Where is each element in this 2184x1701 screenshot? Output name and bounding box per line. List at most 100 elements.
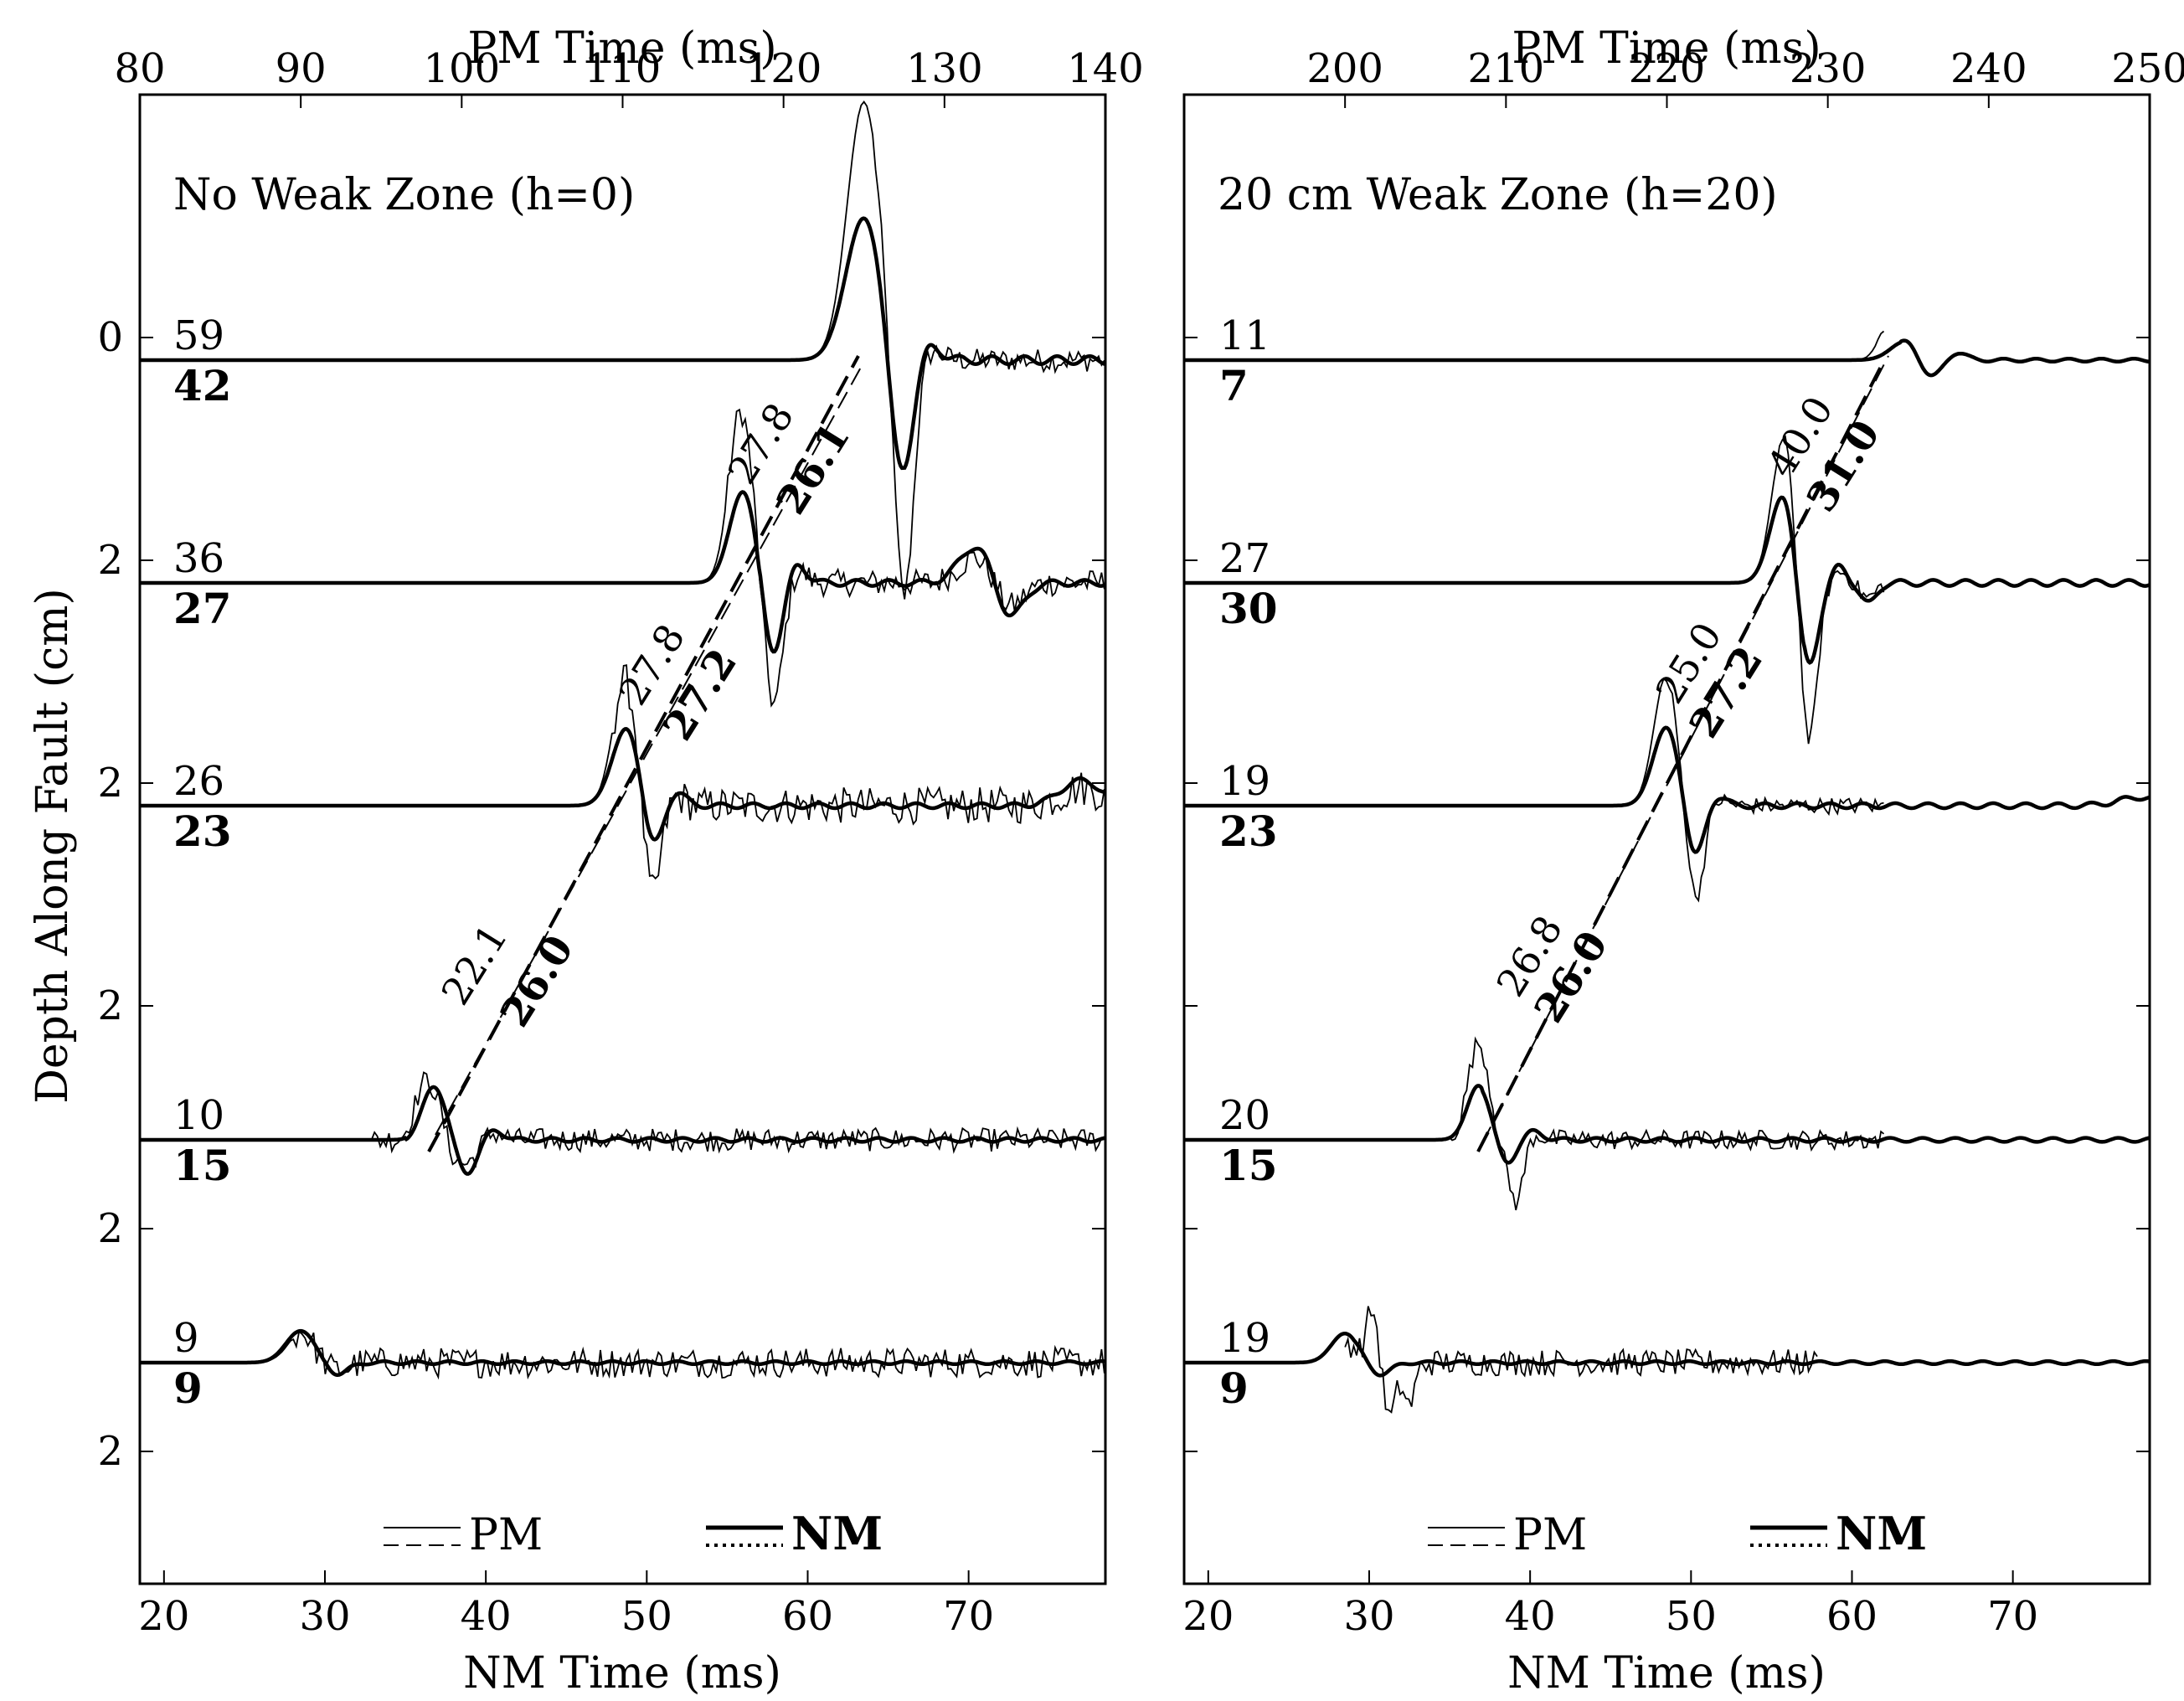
legend-pm: PM — [1513, 1510, 1587, 1560]
amp-label-nm: 27 — [173, 584, 232, 633]
amp-label-pm: 59 — [173, 312, 224, 359]
bottom-axis-title: NM Time (ms) — [463, 1648, 781, 1697]
pm-trace — [140, 100, 1105, 600]
y-tick-label: 2 — [97, 982, 123, 1029]
amp-label-nm: 9 — [173, 1363, 203, 1413]
nm-trace — [140, 490, 1106, 654]
traces — [140, 100, 1106, 1380]
bottom-axis-title: NM Time (ms) — [1507, 1648, 1826, 1697]
legend: PM NM — [1428, 1507, 1927, 1560]
top-axis-title: PM Time (ms) — [467, 23, 776, 74]
nm-trace — [140, 1328, 1106, 1377]
top-ticks: 200 210 220 230 240 250 — [1306, 45, 2184, 108]
y-tick-label: 0 — [97, 314, 123, 361]
plot-frame — [1182, 93, 2151, 1585]
amp-label-nm: 23 — [1219, 807, 1278, 856]
legend-nm: NM — [1836, 1507, 1927, 1560]
bottom-tick-label: 70 — [943, 1593, 994, 1640]
nm-fit-line — [427, 355, 860, 1152]
velocity-fit-lines — [427, 355, 863, 1152]
bottom-tick-label: 20 — [1182, 1593, 1234, 1640]
pm-trace — [140, 1071, 1105, 1168]
amp-label-nm: 7 — [1219, 361, 1249, 410]
y-tick-label: 2 — [97, 1205, 123, 1252]
pm-trace — [140, 408, 1105, 708]
amp-label-pm: 11 — [1219, 312, 1270, 359]
bottom-ticks: 20 30 40 50 60 70 — [1182, 1570, 2038, 1640]
amp-label-pm: 26 — [173, 758, 224, 805]
amp-label-nm: 23 — [173, 807, 232, 856]
amp-label-pm: 10 — [173, 1092, 224, 1139]
bottom-tick-label: 60 — [1826, 1593, 1878, 1640]
bottom-tick-label: 20 — [138, 1593, 189, 1640]
pm-trace — [1345, 330, 1885, 361]
top-tick-label: 230 — [1790, 45, 1867, 92]
panel-weak-zone: PM Time (ms) NM Time (ms) 20 cm Weak Zon… — [1182, 23, 2184, 1698]
nm-trace — [1184, 725, 2151, 854]
bottom-tick-label: 30 — [299, 1593, 350, 1640]
top-tick-label: 250 — [2111, 45, 2184, 92]
top-tick-label: 130 — [906, 45, 983, 92]
pm-trace — [140, 664, 1105, 880]
y-tick-label: 2 — [97, 1428, 123, 1475]
y-tick-label: 2 — [97, 537, 123, 584]
legend: PM NM — [384, 1507, 883, 1560]
amp-label-pm: 9 — [173, 1315, 199, 1362]
amp-label-pm: 19 — [1219, 1315, 1270, 1362]
amp-label-nm: 30 — [1219, 584, 1278, 633]
amp-label-nm: 9 — [1219, 1363, 1249, 1413]
legend-nm: NM — [791, 1507, 883, 1560]
top-tick-label: 120 — [745, 45, 822, 92]
top-tick-label: 140 — [1067, 45, 1144, 92]
nm-trace — [140, 727, 1106, 842]
amp-label-nm: 15 — [173, 1141, 232, 1190]
traces — [1184, 330, 2151, 1414]
pm-trace — [140, 1330, 1105, 1380]
top-tick-label: 210 — [1468, 45, 1545, 92]
bottom-tick-label: 50 — [1666, 1593, 1717, 1640]
nm-fit-line — [1476, 359, 1886, 1152]
amp-label-pm: 20 — [1219, 1092, 1270, 1139]
nm-trace — [1184, 338, 2151, 378]
nm-trace — [140, 1085, 1106, 1176]
amp-label-pm: 27 — [1219, 535, 1270, 582]
panel-no-weak-zone: PM Time (ms) NM Time (ms) No Weak Zone (… — [97, 23, 1144, 1698]
nm-trace — [140, 216, 1106, 471]
amp-label-pm: 36 — [173, 535, 224, 582]
panel-title: 20 cm Weak Zone (h=20) — [1218, 170, 1778, 220]
bottom-tick-label: 30 — [1343, 1593, 1394, 1640]
top-ticks: 80 90 100 110 120 130 140 — [114, 45, 1144, 108]
top-tick-label: 220 — [1629, 45, 1706, 92]
top-axis-title: PM Time (ms) — [1512, 23, 1821, 74]
bottom-tick-label: 60 — [782, 1593, 833, 1640]
top-tick-label: 80 — [114, 45, 165, 92]
top-tick-label: 110 — [585, 45, 662, 92]
velocity-fit-lines — [1476, 355, 1889, 1152]
bottom-tick-label: 70 — [1987, 1593, 2038, 1640]
pm-trace — [1345, 1036, 1885, 1211]
pm-trace — [1345, 435, 1885, 745]
y-ticks: 0 2 2 2 2 2 — [97, 314, 1105, 1475]
legend-pm: PM — [469, 1510, 543, 1560]
nm-trace — [1184, 495, 2151, 665]
pm-trace — [1344, 1306, 1818, 1414]
bottom-tick-label: 50 — [621, 1593, 672, 1640]
amp-label-nm: 42 — [173, 361, 232, 410]
amp-label-nm: 15 — [1219, 1141, 1278, 1190]
y-tick-label: 2 — [97, 760, 123, 807]
top-tick-label: 90 — [276, 45, 327, 92]
bottom-tick-label: 40 — [1505, 1593, 1556, 1640]
bottom-tick-label: 40 — [461, 1593, 512, 1640]
top-tick-label: 240 — [1950, 45, 2027, 92]
top-tick-label: 100 — [424, 45, 501, 92]
bottom-ticks: 20 30 40 50 60 70 — [138, 1570, 994, 1640]
amp-label-pm: 19 — [1219, 758, 1270, 805]
nm-trace — [1184, 1084, 2151, 1165]
y-ticks — [1184, 337, 2150, 1452]
y-axis-title: Depth Along Fault (cm) — [28, 588, 78, 1104]
pm-trace — [1345, 677, 1884, 903]
nm-trace — [1184, 1331, 2151, 1378]
panel-title: No Weak Zone (h=0) — [173, 170, 635, 220]
